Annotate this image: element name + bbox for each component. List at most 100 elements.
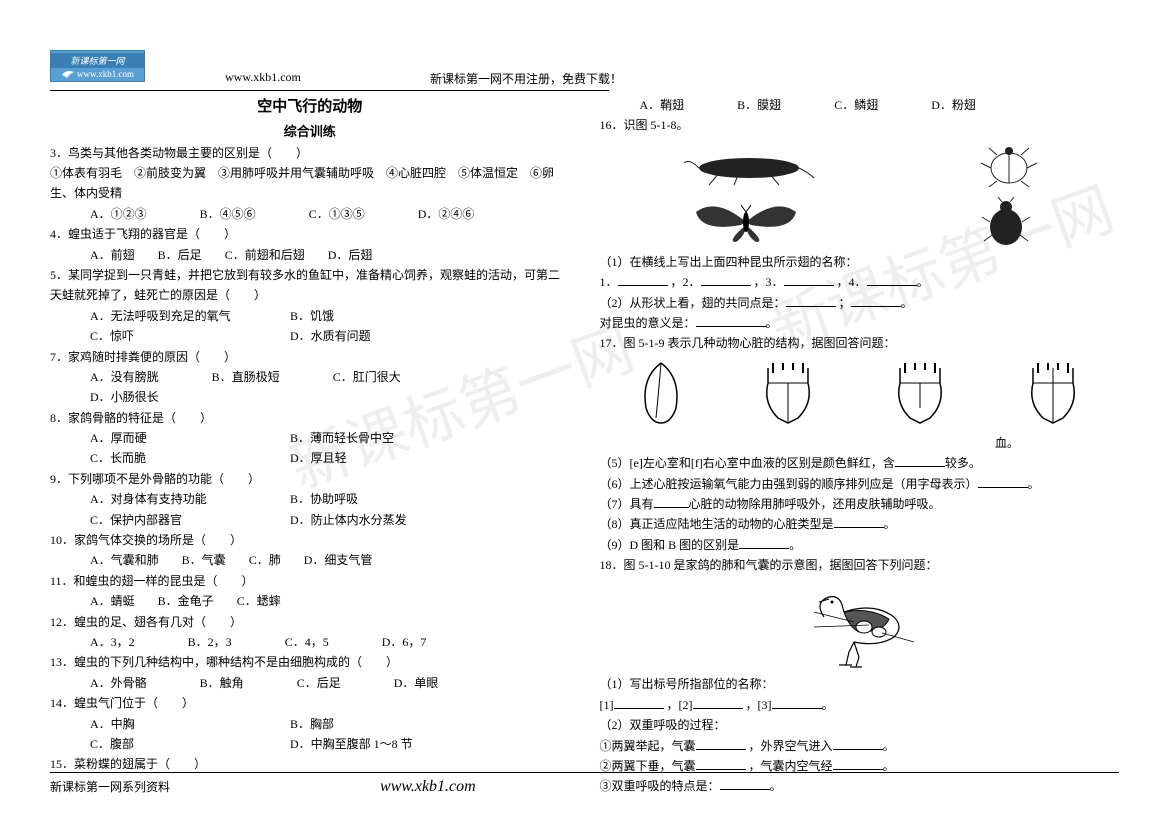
q13: 13．蝗虫的下列几种结构中，哪种结构不是由细胞构成的（ ） [50, 652, 570, 672]
q14-opt-b: B．胸部 [290, 714, 490, 734]
page-header: 新课标第一网 www.xkb1.com www.xkb1.com 新课标第一网不… [50, 50, 1119, 90]
q18-1c: ，[3] [746, 698, 772, 712]
blank [833, 736, 883, 750]
pigeon-icon [784, 577, 934, 672]
q13-options: A．外骨骼 B．触角 C．后足 D．单眼 [50, 673, 570, 693]
page-footer: 新课标第一网系列资料 www.xkb1.com [50, 772, 1119, 796]
q10-opt-d: D．细支气管 [304, 550, 373, 570]
q8-opt-d: D．厚且轻 [290, 448, 490, 468]
q17-6: （6）上述心脏按运输氧气能力由强到弱的顺序排列应是（用字母表示）。 [600, 474, 1120, 494]
blank [851, 293, 901, 307]
q18-2a-text: ①两翼举起，气囊 [600, 739, 696, 753]
q7-options: A．没有膀胱 B．直肠极短 C．肛门很大 D．小肠很长 [50, 367, 570, 408]
q8-options: A．厚而硬B．薄而轻长骨中空 C．长而脆D．厚且轻 [50, 428, 570, 469]
q8-opt-a: A．厚而硬 [90, 428, 290, 448]
bird-figure [600, 577, 1120, 672]
footer-left: 新课标第一网系列资料 [50, 778, 170, 796]
blank [739, 535, 789, 549]
q18-1b: ，[2] [667, 698, 693, 712]
beetle-icon [978, 197, 1033, 247]
q12-options: A．3，2 B．2，3 C．4，5 D．6，7 [50, 632, 570, 652]
q11-options: A．蜻蜓 B．金龟子 C．蟋蟀 [50, 591, 570, 611]
blank [833, 756, 883, 770]
q8-opt-b: B．薄而轻长骨中空 [290, 428, 490, 448]
q17-6-text: （6）上述心脏按运输氧气能力由强到弱的顺序排列应是（用字母表示） [600, 477, 978, 491]
q7-opt-b: B．直肠极短 [212, 367, 280, 387]
q11-opt-c: C．蟋蟀 [237, 591, 281, 611]
blank [895, 453, 945, 467]
blank [618, 272, 668, 286]
q3-options: A．①②③ B．④⑤⑥ C．①③⑤ D．②④⑥ [50, 204, 570, 224]
q18: 18．图 5-1-10 是家鸽的肺和气囊的示意图，据图回答下列问题： [600, 555, 1120, 575]
q3-sub: ①体表有羽毛 ②前肢变为翼 ③用肺呼吸并用气囊辅助呼吸 ④心脏四腔 ⑤体温恒定 … [50, 163, 570, 204]
q3-opt-d: D．②④⑥ [418, 204, 475, 224]
q9-opt-d: D．防止体内水分蒸发 [290, 510, 490, 530]
q18-1-blanks: [1] ，[2] ，[3]。 [600, 695, 1120, 715]
q15-opt-a: A．鞘翅 [640, 95, 685, 115]
logo-url: www.xkb1.com [77, 69, 134, 79]
blank [696, 756, 746, 770]
q17-5-text: （5）[e]左心室和[f]右心室中血液的区别是颜色鲜红，含 [600, 456, 895, 470]
header-divider [50, 90, 609, 91]
q7-opt-a: A．没有膀胱 [90, 367, 159, 387]
q17-blood: 血。 [600, 433, 1120, 453]
q10-options: A．气囊和肺 B．气囊 C．肺 D．细支气管 [50, 550, 570, 570]
q7-opt-d: D．小肠很长 [90, 387, 159, 407]
butterfly-icon [686, 197, 806, 247]
q13-opt-b: B．触角 [200, 673, 244, 693]
q4-opt-a: A．前翅 [90, 245, 135, 265]
bug-icon [979, 143, 1039, 188]
q3: 3．鸟类与其他各类动物最主要的区别是（ ） [50, 143, 570, 163]
q17: 17．图 5-1-9 表示几种动物心脏的结构，据图回答问题： [600, 333, 1120, 353]
q4-options: A．前翅 B．后足 C．前翅和后翅 D．后翅 [50, 245, 570, 265]
q18-2: （2）双重呼吸的过程： [600, 715, 1120, 735]
q15-opt-b: B．膜翅 [737, 95, 781, 115]
q14-opt-c: C．腹部 [90, 734, 290, 754]
q12-opt-a: A．3，2 [90, 632, 135, 652]
q13-opt-a: A．外骨骼 [90, 673, 147, 693]
q16-2: （2）从形状上看，翅的共同点是： ；。 [600, 293, 1120, 313]
q14-opt-a: A．中胸 [90, 714, 290, 734]
q16-lbl-2: ，2． [671, 275, 701, 289]
q10-opt-c: C．肺 [249, 550, 281, 570]
q4-opt-c: C．前翅和后翅 [225, 245, 305, 265]
blank [701, 272, 751, 286]
doc-subtitle: 综合训练 [50, 121, 570, 143]
q13-opt-d: D．单眼 [394, 673, 439, 693]
q15-opt-d: D．粉翅 [931, 95, 976, 115]
q4-opt-d: D．后翅 [328, 245, 373, 265]
q10: 10．家鸽气体交换的场所是（ ） [50, 530, 570, 550]
bird-icon [61, 69, 75, 79]
q9: 9．下列哪项不是外骨骼的功能（ ） [50, 469, 570, 489]
q14-opt-d: D．中胸至腹部 1～8 节 [290, 734, 490, 754]
q3-opt-b: B．④⑤⑥ [200, 204, 256, 224]
q16-lbl-4: ，4． [837, 275, 867, 289]
q14-options: A．中胸B．胸部 C．腹部D．中胸至腹部 1～8 节 [50, 714, 570, 755]
logo-url-row: www.xkb1.com [61, 68, 134, 80]
q11-opt-a: A．蜻蜓 [90, 591, 135, 611]
blank [693, 695, 743, 709]
q10-opt-b: B．气囊 [182, 550, 226, 570]
q17-5: （5）[e]左心室和[f]右心室中血液的区别是颜色鲜红，含 较多。 [600, 453, 1120, 473]
site-logo: 新课标第一网 www.xkb1.com [50, 50, 145, 82]
q17-5b: 较多。 [945, 456, 981, 470]
q12-opt-d: D．6，7 [382, 632, 427, 652]
insect-figure-row1 [600, 138, 1120, 193]
logo-title: 新课标第一网 [51, 53, 144, 68]
blank [786, 293, 836, 307]
header-slogan: 新课标第一网不用注册，免费下载！ [430, 70, 622, 87]
q15-options: A．鞘翅 B．膜翅 C．鳞翅 D．粉翅 [600, 95, 1120, 115]
q3-opt-a: A．①②③ [90, 204, 147, 224]
blank [696, 736, 746, 750]
q4-opt-b: B．后足 [158, 245, 202, 265]
q18-1: （1）写出标号所指部位的名称： [600, 674, 1120, 694]
q5-opt-c: C．惊吓 [90, 326, 290, 346]
q16-1-blanks: 1． ，2． ，3． ，4．。 [600, 272, 1120, 292]
blank [834, 514, 884, 528]
q17-7-text: （7）具有 [600, 497, 654, 511]
q5-opt-d: D．水质有问题 [290, 326, 490, 346]
left-column: 空中飞行的动物 综合训练 3．鸟类与其他各类动物最主要的区别是（ ） ①体表有羽… [50, 95, 570, 766]
q17-7: （7）具有心脏的动物除用肺呼吸外，还用皮肤辅助呼吸。 [600, 494, 1120, 514]
doc-title: 空中飞行的动物 [50, 95, 570, 121]
heart-b-icon [753, 358, 823, 428]
